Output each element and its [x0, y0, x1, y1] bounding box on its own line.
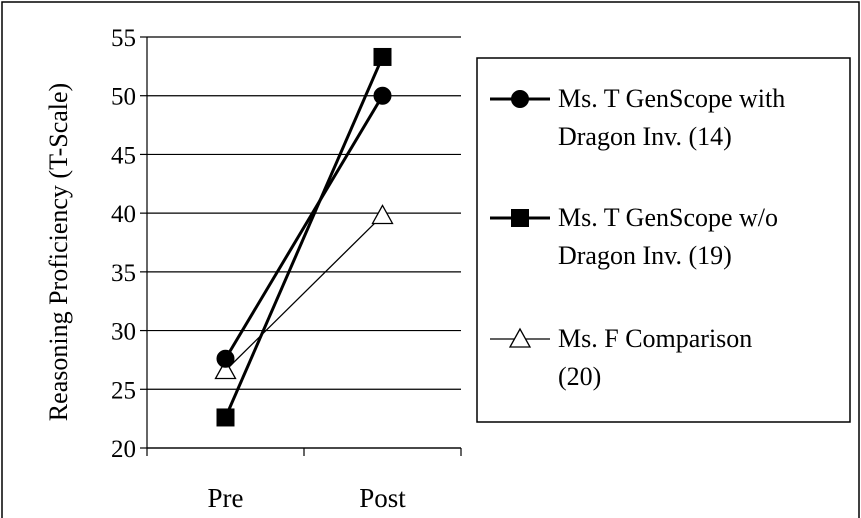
data-point-square [373, 47, 392, 66]
series-line-square [224, 56, 384, 419]
y-tick-label: 40 [111, 201, 136, 228]
x-tick-label: Pre [208, 483, 244, 513]
legend-label: Ms. F Comparison [558, 324, 752, 353]
legend-swatch-triangle [508, 327, 532, 348]
y-tick-label: 25 [111, 377, 136, 404]
y-tick-label: 30 [111, 319, 136, 346]
legend-label: Ms. T GenScope with [558, 84, 785, 113]
axes [140, 36, 462, 456]
y-tick-label: 55 [111, 25, 136, 52]
data-point-circle [373, 86, 392, 105]
data-point-circle [216, 349, 235, 368]
legend-label: (20) [558, 362, 601, 391]
legend-item: Ms. T GenScope with Dragon Inv. (14) [490, 84, 785, 151]
series-line-triangle [225, 215, 383, 371]
x-tick-labels: Pre Post [208, 483, 407, 513]
y-axis-title: Reasoning Proficiency (T-Scale) [44, 83, 73, 421]
series-lines [224, 56, 384, 419]
data-point-square [216, 408, 235, 427]
y-tick-labels: 20 25 30 35 40 45 50 55 [111, 25, 136, 463]
series-markers [214, 47, 394, 427]
y-tick-label: 35 [111, 260, 136, 287]
legend-swatch-square [511, 209, 529, 227]
x-tick-label: Post [359, 483, 406, 513]
legend-label: Dragon Inv. (19) [558, 241, 732, 270]
legend-item: Ms. F Comparison (20) [490, 324, 752, 391]
y-tick-label: 20 [111, 436, 136, 463]
data-point-triangle [214, 359, 237, 380]
legend-box [476, 57, 851, 423]
legend-label: Dragon Inv. (14) [558, 122, 732, 151]
y-tick-label: 45 [111, 142, 136, 169]
legend-swatch-circle [511, 90, 529, 108]
y-tick-label: 50 [111, 84, 136, 111]
data-point-triangle [371, 204, 394, 225]
legend-label: Ms. T GenScope w/o [558, 203, 778, 232]
series-line-circle [224, 94, 384, 360]
legend-item: Ms. T GenScope w/o Dragon Inv. (19) [490, 203, 778, 270]
